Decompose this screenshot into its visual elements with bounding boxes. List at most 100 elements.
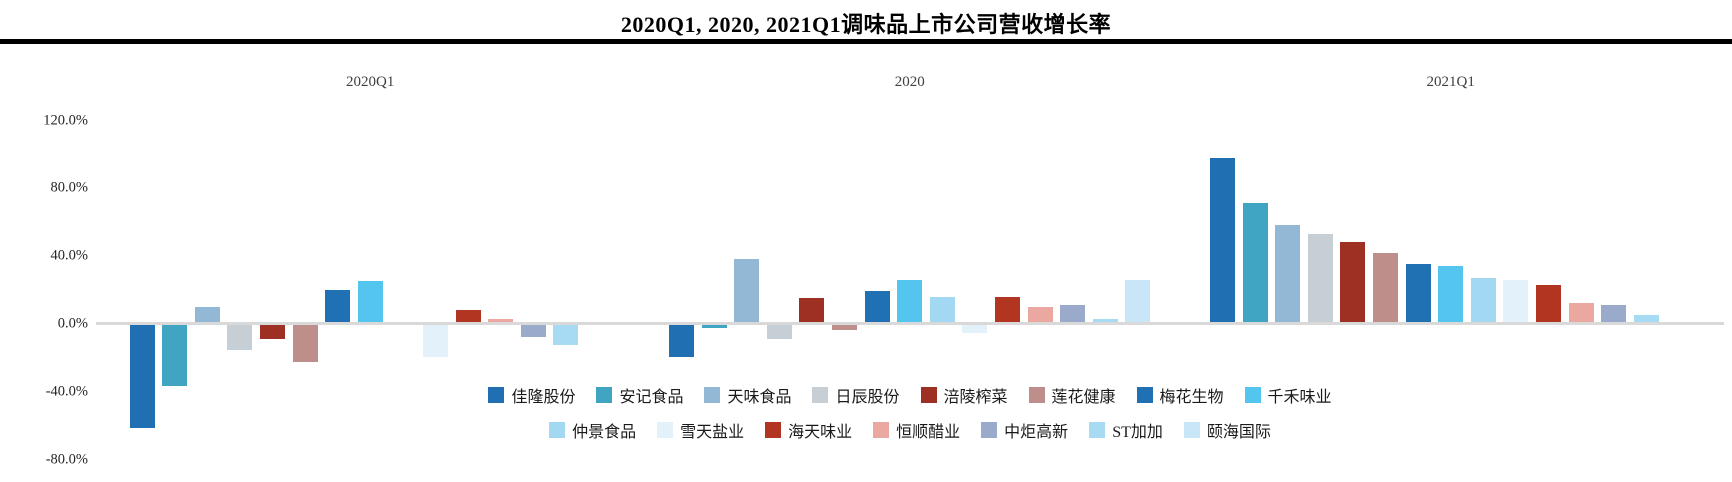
bar-2020Q1-涪陵榨菜: [259, 325, 285, 339]
bar-2021Q1-恒顺醋业: [1568, 303, 1594, 322]
legend-label: 日辰股份: [835, 389, 900, 406]
legend-swatch-icon: [596, 387, 613, 403]
bar-2021Q1-中炬高新: [1601, 305, 1627, 322]
legend-item: 涪陵榨菜: [920, 383, 1008, 407]
bar-2020Q1-恒顺醋业: [488, 318, 514, 322]
legend-label: 梅花生物: [1159, 389, 1224, 406]
bar-2020-海天味业: [995, 296, 1020, 322]
legend-row: 仲景食品 雪天盐业 海天味业 恒顺醋业 中炬高新 ST加加 颐海国际: [549, 418, 1271, 442]
group-label: 2020: [894, 74, 925, 90]
legend-item: 雪天盐业: [657, 418, 744, 442]
legend-swatch-icon: [873, 422, 890, 438]
bar-2020-天味食品: [734, 259, 760, 322]
legend-swatch-icon: [1089, 422, 1106, 438]
legend-label: 佳隆股份: [511, 389, 576, 406]
bar-2021Q1-安记食品: [1242, 203, 1268, 322]
bar-2021Q1-ST加加: [1633, 315, 1659, 322]
group-label: 2021Q1: [1426, 74, 1475, 90]
legend-item: 安记食品: [596, 383, 683, 407]
bar-2020Q1-雪天盐业: [422, 325, 448, 358]
legend-swatch-icon: [549, 422, 566, 438]
legend-label: 天味食品: [727, 389, 792, 406]
bar-2021Q1-日辰股份: [1307, 233, 1333, 322]
legend-label: 涪陵榨菜: [943, 389, 1008, 406]
bar-2020Q1-千禾味业: [357, 281, 383, 322]
bar-2020Q1-佳隆股份: [129, 325, 155, 429]
legend-item: 海天味业: [765, 418, 852, 442]
bar-2020Q1-安记食品: [162, 325, 188, 387]
legend-swatch-icon: [1028, 387, 1045, 403]
legend-swatch-icon: [657, 422, 674, 438]
legend-swatch-icon: [920, 387, 937, 403]
legend-label: 莲花健康: [1051, 389, 1116, 406]
legend-swatch-icon: [704, 387, 721, 403]
legend-item: 颐海国际: [1183, 418, 1271, 442]
bar-2021Q1-天味食品: [1275, 225, 1301, 322]
y-axis-tick-label: -40.0%: [45, 383, 88, 400]
bar-2021Q1-千禾味业: [1438, 266, 1464, 322]
y-axis-tick-label: 120.0%: [43, 112, 88, 129]
title-divider: [0, 39, 1732, 44]
y-axis-tick-label: 40.0%: [50, 247, 88, 264]
legend-swatch-icon: [1136, 387, 1153, 403]
legend-item: 仲景食品: [549, 418, 636, 442]
bar-2021Q1-雪天盐业: [1503, 279, 1529, 322]
legend-swatch-icon: [765, 422, 782, 438]
bar-2021Q1-莲花健康: [1373, 252, 1398, 322]
bar-2020Q1-梅花生物: [325, 289, 351, 322]
y-axis-tick-label: -80.0%: [45, 451, 88, 468]
bar-2020-恒顺醋业: [1027, 306, 1053, 322]
bar-2020-ST加加: [1092, 318, 1118, 322]
legend-label: 海天味业: [788, 424, 853, 441]
bar-2020-仲景食品: [929, 296, 955, 322]
bar-2021Q1-涪陵榨菜: [1340, 242, 1366, 322]
legend-item: 梅花生物: [1136, 383, 1224, 407]
bar-2020-安记食品: [701, 325, 727, 329]
legend-label: 中炬高新: [1004, 424, 1069, 441]
legend-row: 佳隆股份 安记食品 天味食品 日辰股份 涪陵榨菜 莲花健康 梅花生物 千禾味业: [488, 383, 1332, 407]
group-label: 2020Q1: [346, 74, 395, 90]
legend-item: 莲花健康: [1028, 383, 1116, 407]
y-axis-tick-label: 80.0%: [50, 179, 88, 196]
legend-swatch-icon: [981, 422, 998, 438]
bar-2020-颐海国际: [1125, 279, 1151, 322]
legend-label: 雪天盐业: [680, 424, 745, 441]
legend-swatch-icon: [488, 387, 505, 403]
legend: 佳隆股份 安记食品 天味食品 日辰股份 涪陵榨菜 莲花健康 梅花生物 千禾味业仲景食品 雪天盐业…: [96, 383, 1724, 442]
bar-2020-莲花健康: [832, 325, 857, 331]
bar-2020-涪陵榨菜: [799, 298, 825, 322]
legend-item: 中炬高新: [981, 418, 1068, 442]
legend-label: 安记食品: [619, 389, 684, 406]
bar-2021Q1-佳隆股份: [1210, 157, 1235, 322]
bar-2020Q1-海天味业: [455, 310, 481, 322]
legend-label: 恒顺醋业: [896, 424, 961, 441]
legend-swatch-icon: [1183, 422, 1200, 438]
legend-item: 佳隆股份: [488, 383, 575, 407]
bar-2021Q1-海天味业: [1536, 284, 1561, 322]
bar-2020Q1-天味食品: [194, 306, 220, 322]
legend-item: 千禾味业: [1244, 383, 1332, 407]
legend-swatch-icon: [1244, 387, 1261, 403]
bar-2020-千禾味业: [897, 279, 923, 322]
zero-axis-line: [96, 322, 1724, 325]
bar-2021Q1-仲景食品: [1470, 277, 1496, 322]
bar-2020Q1-ST加加: [553, 325, 579, 346]
legend-label: ST加加: [1112, 424, 1163, 441]
bar-2021Q1-梅花生物: [1405, 264, 1431, 322]
legend-label: 仲景食品: [572, 424, 637, 441]
bar-2020Q1-中炬高新: [520, 325, 546, 337]
bar-2020-中炬高新: [1060, 305, 1086, 322]
bar-2020-梅花生物: [864, 291, 890, 322]
bar-2020-雪天盐业: [962, 325, 988, 334]
legend-item: 日辰股份: [812, 383, 900, 407]
bar-2020Q1-莲花健康: [292, 325, 318, 363]
y-axis-tick-label: 0.0%: [57, 315, 88, 332]
legend-label: 颐海国际: [1206, 424, 1271, 441]
legend-item: 天味食品: [704, 383, 791, 407]
chart-title: 2020Q1, 2020, 2021Q1调味品上市公司营收增长率: [620, 12, 1112, 37]
legend-swatch-icon: [812, 387, 829, 403]
legend-label: 千禾味业: [1267, 389, 1332, 406]
legend-item: ST加加: [1089, 418, 1163, 442]
legend-item: 恒顺醋业: [873, 418, 960, 442]
